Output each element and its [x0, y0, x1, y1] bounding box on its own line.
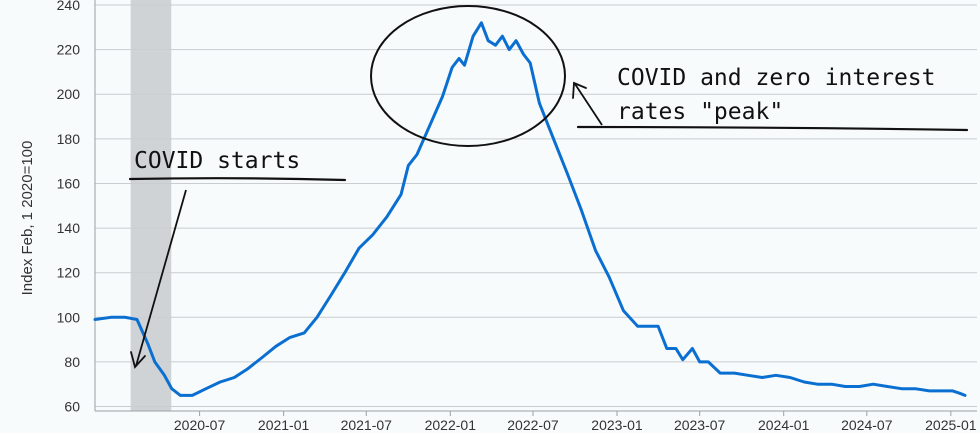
y-tick-label-140: 140	[57, 220, 81, 236]
grid-layer	[95, 4, 977, 408]
y-tick-label-180: 180	[57, 131, 81, 147]
y-tick-label-200: 200	[57, 86, 81, 102]
annotation-peak-underline	[576, 125, 969, 132]
annotation-peak-circle	[370, 5, 566, 147]
x-tick-label-2021-07: 2021-07	[341, 417, 393, 433]
axis-layer: 60 80 100 120 140 160 180 200 220 240 2020-07 2021-…	[19, 0, 977, 433]
y-tick-label-80: 80	[64, 354, 80, 370]
shade-layer	[130, 0, 172, 411]
x-tick-label-2024-07: 2024-07	[841, 417, 893, 433]
x-tick-label-2024-01: 2024-01	[758, 417, 810, 433]
y-tick-label-160: 160	[57, 175, 81, 191]
annotation-covid-starts-underline	[128, 177, 347, 182]
y-tick-label-220: 220	[57, 42, 81, 58]
annotation-peak-arrow	[574, 83, 603, 126]
x-tick-label-2023-01: 2023-01	[591, 417, 643, 433]
annotation-peak-text-line2: rates "peak"	[617, 99, 783, 125]
y-tick-label-240: 240	[57, 0, 81, 13]
y-tick-label-100: 100	[57, 309, 81, 325]
x-tick-label-2025-01: 2025-01	[925, 417, 977, 433]
x-tick-label-2022-01: 2022-01	[425, 417, 477, 433]
recession-shade	[130, 0, 172, 411]
annotation-covid-starts-arrowhead	[130, 351, 146, 369]
annotation-covid-starts-arrow	[135, 189, 187, 367]
annotation-covid-starts-text: COVID starts	[134, 148, 300, 174]
y-axis-title: Index Feb, 1 2020=100	[19, 141, 36, 296]
y-tick-label-60: 60	[64, 399, 80, 415]
annotation-peak-arrowhead	[572, 81, 587, 99]
x-tick-label-2022-07: 2022-07	[507, 417, 559, 433]
x-tick-label-2021-01: 2021-01	[258, 417, 310, 433]
series-line-0	[93, 21, 967, 397]
y-tick-label-120: 120	[57, 265, 81, 281]
series-layer	[93, 21, 967, 397]
x-tick-label-2020-07: 2020-07	[174, 417, 226, 433]
x-tick-label-2023-07: 2023-07	[674, 417, 726, 433]
annotation-peak-text-line1: COVID and zero interest	[617, 65, 936, 91]
annotation-layer: COVID starts COVID and zero interest rat…	[128, 5, 969, 369]
